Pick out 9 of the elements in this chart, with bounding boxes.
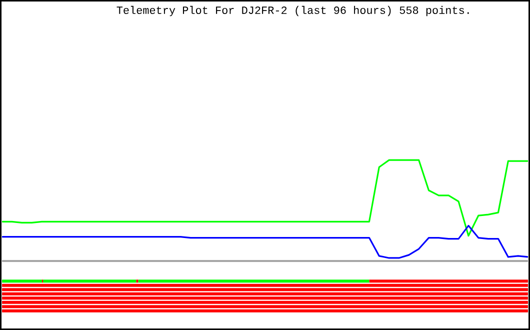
bar bbox=[138, 280, 370, 283]
bar bbox=[2, 292, 528, 296]
bar bbox=[2, 300, 528, 304]
bar bbox=[2, 288, 528, 292]
bar bbox=[2, 284, 528, 287]
bar bbox=[2, 309, 528, 312]
chart-title: Telemetry Plot For DJ2FR-2 (last 96 hours) 558 points. bbox=[116, 6, 469, 16]
bar bbox=[2, 296, 528, 300]
bar bbox=[2, 305, 528, 308]
